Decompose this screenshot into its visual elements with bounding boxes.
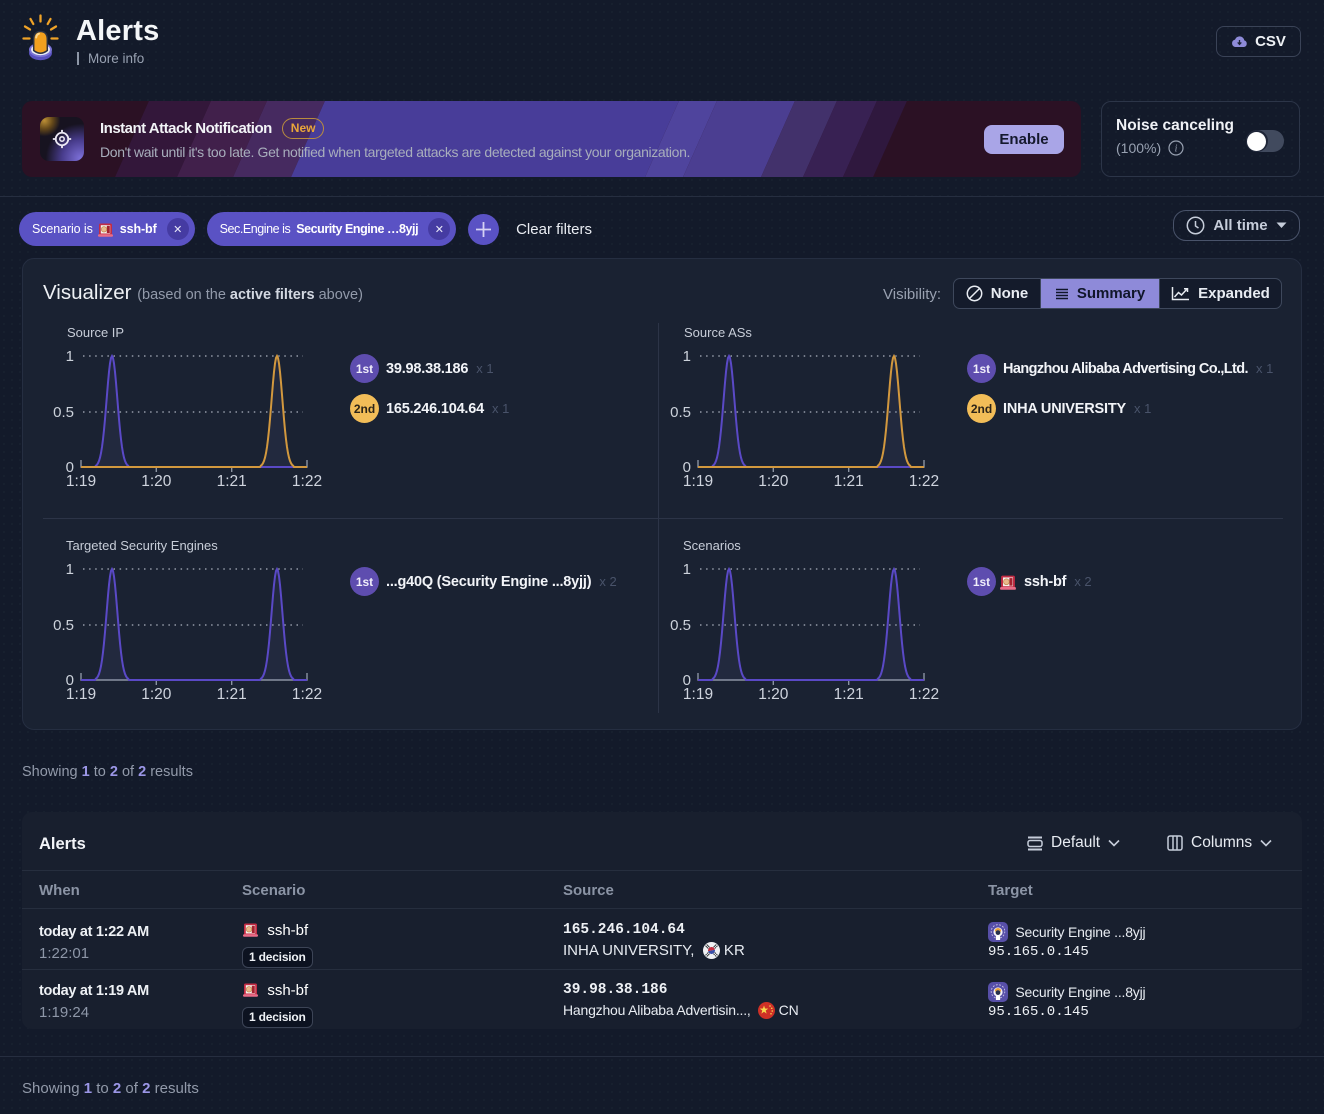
svg-text:1:22: 1:22 — [292, 473, 322, 490]
svg-text:1:21: 1:21 — [217, 473, 247, 490]
svg-text:1:21: 1:21 — [834, 686, 864, 703]
svg-text:1:20: 1:20 — [141, 473, 172, 490]
svg-text:1:21: 1:21 — [834, 473, 864, 490]
svg-text:1:21: 1:21 — [217, 686, 247, 703]
svg-text:0.5: 0.5 — [53, 617, 74, 634]
svg-text:1:19: 1:19 — [683, 473, 713, 490]
svg-text:1: 1 — [683, 561, 691, 578]
svg-text:0: 0 — [66, 459, 74, 476]
svg-text:1:22: 1:22 — [909, 473, 939, 490]
svg-text:0: 0 — [66, 672, 74, 689]
svg-text:1:22: 1:22 — [909, 686, 939, 703]
svg-text:0.5: 0.5 — [670, 404, 691, 421]
svg-text:0.5: 0.5 — [53, 404, 74, 421]
svg-text:i: i — [1175, 144, 1178, 155]
svg-text:1:19: 1:19 — [683, 686, 713, 703]
svg-text:0: 0 — [683, 672, 691, 689]
svg-text:1:20: 1:20 — [758, 686, 789, 703]
svg-text:1:19: 1:19 — [66, 473, 96, 490]
svg-text:0.5: 0.5 — [670, 617, 691, 634]
svg-text:1:20: 1:20 — [758, 473, 789, 490]
svg-text:1: 1 — [66, 348, 74, 365]
svg-text:1: 1 — [66, 561, 74, 578]
svg-text:1:20: 1:20 — [141, 686, 172, 703]
svg-text:1:22: 1:22 — [292, 686, 322, 703]
svg-text:1:19: 1:19 — [66, 686, 96, 703]
svg-text:0: 0 — [683, 459, 691, 476]
svg-text:1: 1 — [683, 348, 691, 365]
